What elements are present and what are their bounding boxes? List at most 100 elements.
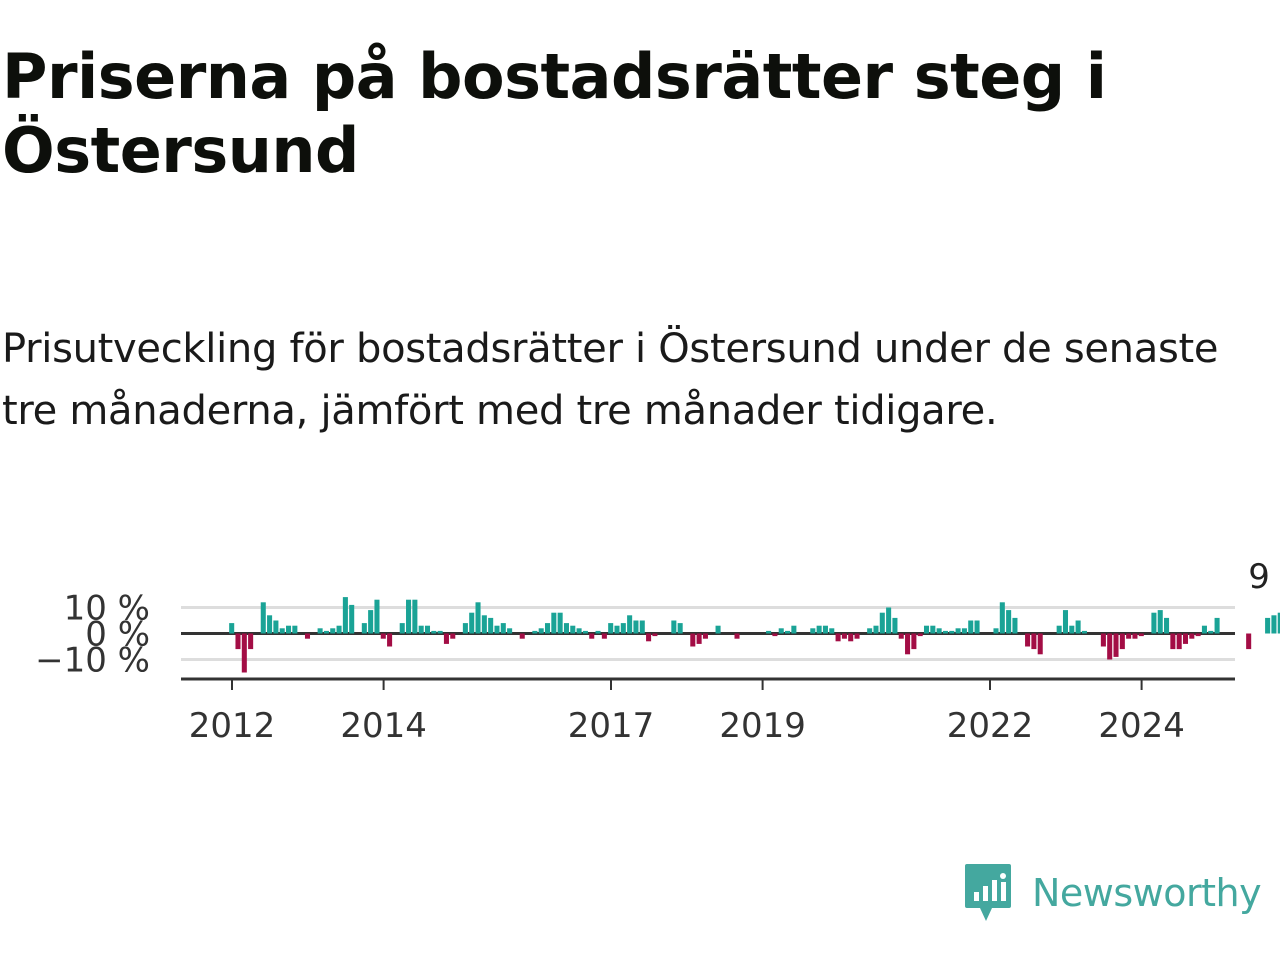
bar: [443, 633, 449, 644]
bar: [469, 612, 475, 634]
bar: [841, 633, 847, 639]
bar: [652, 633, 658, 637]
bar: [601, 633, 607, 639]
bar: [424, 625, 431, 634]
bar: [620, 623, 626, 634]
bar: [993, 628, 999, 634]
bar: [507, 628, 513, 634]
bar: [791, 625, 797, 634]
bar: [898, 633, 904, 639]
bar: [1119, 633, 1125, 650]
bar: [544, 623, 551, 634]
bar: [1271, 615, 1277, 634]
bar: [949, 630, 955, 634]
x-tick-label: 2012: [189, 706, 276, 746]
bar: [582, 630, 588, 634]
y-tick-label: 10 %: [64, 589, 150, 629]
bar: [917, 633, 923, 637]
bar: [563, 623, 569, 634]
bar: [633, 620, 639, 634]
brand-name: Newsworthy: [1032, 871, 1262, 915]
bar: [892, 617, 898, 634]
newsworthy-logo: Newsworthy: [962, 862, 1262, 924]
bar: [532, 630, 538, 634]
annotations: 9 %: [1248, 557, 1280, 597]
bar: [450, 633, 456, 639]
bar: [702, 633, 708, 639]
bar: [279, 628, 285, 634]
bar: [1189, 633, 1195, 639]
bar: [488, 617, 494, 634]
bar: [494, 625, 500, 634]
bar: [923, 625, 930, 634]
bar: [1037, 633, 1043, 655]
bar: [589, 633, 595, 639]
bar: [481, 615, 487, 634]
bar: [437, 630, 443, 634]
y-tick-label: 0 %: [85, 615, 150, 655]
bar: [570, 625, 576, 634]
bar: [412, 599, 418, 634]
bar: [1075, 620, 1081, 634]
bar: [475, 602, 481, 634]
bar: [1214, 617, 1220, 634]
bar: [715, 625, 721, 634]
bar: [273, 620, 279, 634]
bar: [1031, 633, 1037, 650]
bar: [1113, 633, 1119, 657]
bar: [286, 625, 292, 634]
bar: [551, 612, 557, 634]
bar: [1006, 610, 1012, 634]
bar: [387, 633, 393, 647]
bar: [380, 633, 386, 639]
bar: [848, 633, 854, 642]
bar: [690, 633, 696, 647]
bar: [317, 628, 323, 634]
bar: [961, 628, 967, 634]
bar: [1170, 633, 1176, 650]
bar: [911, 633, 917, 650]
bar: [361, 623, 367, 634]
bar: [336, 625, 342, 634]
bar: [1164, 617, 1170, 634]
bar: [785, 630, 791, 634]
bar: [368, 610, 374, 634]
bar: [1138, 633, 1144, 637]
bar: [829, 628, 835, 634]
x-tick-label: 2017: [568, 706, 655, 746]
bar: [1132, 633, 1138, 639]
bar: [248, 633, 254, 650]
bar: [229, 623, 235, 634]
y-axis-labels: 10 %0 %−10 %: [35, 589, 150, 681]
bar: [260, 602, 266, 634]
bar: [406, 599, 412, 634]
bar: [974, 620, 980, 634]
bar: [677, 623, 683, 634]
bar: [639, 620, 645, 634]
bar: [1025, 633, 1031, 647]
bar: [905, 633, 911, 655]
page-title: Priserna på bostadsrätter steg i Östersu…: [2, 40, 1107, 187]
bar: [873, 625, 879, 634]
bar: [942, 630, 948, 634]
bar: [323, 630, 329, 634]
bar: [778, 628, 784, 634]
bar: [330, 628, 336, 634]
bar: [766, 630, 772, 634]
bar: [1081, 630, 1087, 634]
bar: [342, 597, 348, 634]
bar: [810, 628, 816, 634]
y-tick-label: −10 %: [35, 641, 150, 681]
bar: [968, 620, 974, 634]
bar: [614, 625, 620, 634]
bar: [608, 623, 614, 634]
bar: [1277, 612, 1280, 634]
bar: [241, 633, 247, 673]
bar: [1182, 633, 1189, 644]
bars: [229, 597, 1280, 673]
bar: [1062, 610, 1069, 634]
bar: [1246, 633, 1252, 650]
bar: [734, 633, 740, 639]
x-axis: 2012 2014 2017 2019 2022 2024: [181, 677, 1235, 746]
page-subtitle: Prisutveckling för bostadsrätter i Öster…: [2, 326, 1219, 434]
